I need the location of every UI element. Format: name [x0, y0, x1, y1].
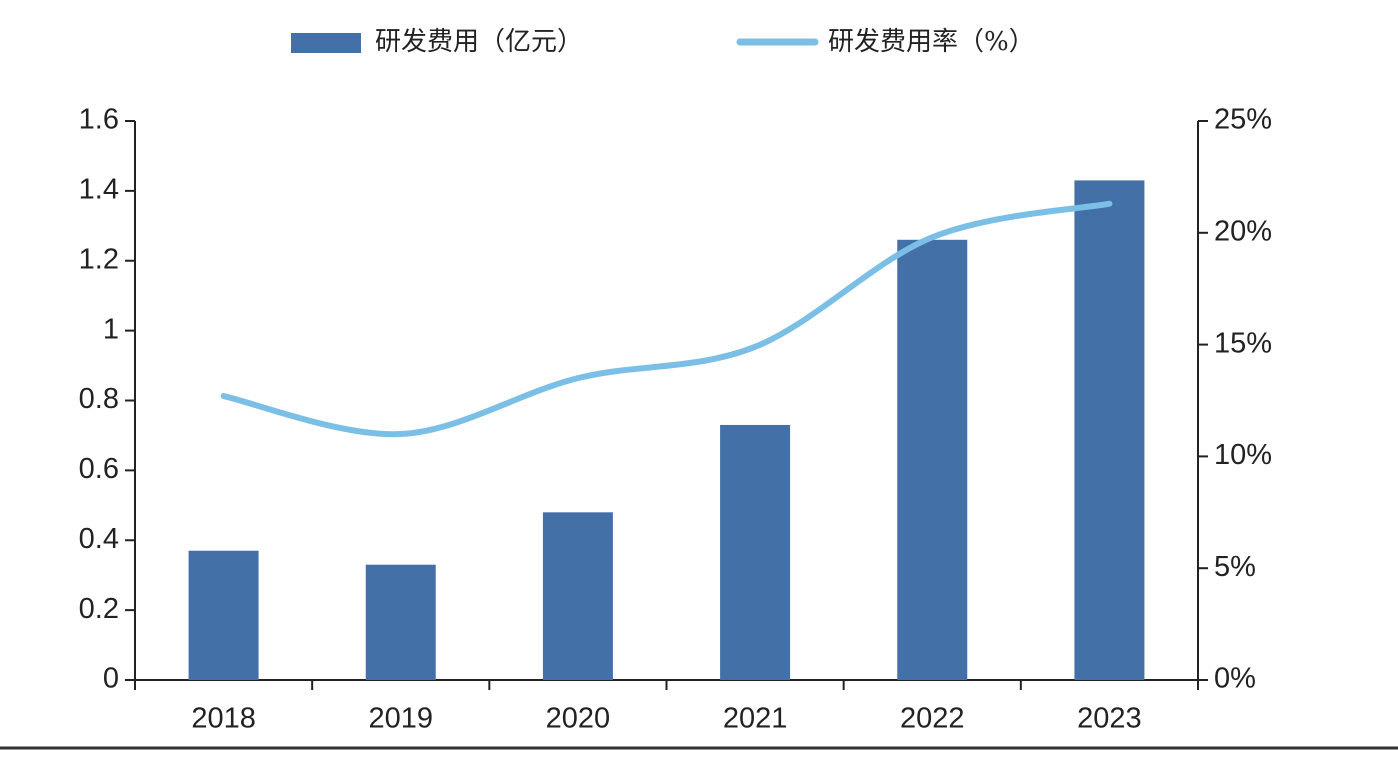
x-tick-label: 2020	[546, 703, 611, 735]
line	[220, 200, 1113, 438]
x-tick-label: 2018	[191, 703, 256, 735]
x-tick-label: 2019	[368, 703, 433, 735]
legend-label: 研发费用（亿元）	[375, 27, 583, 57]
y-tick-label: 1.4	[79, 174, 119, 206]
bar	[720, 424, 791, 680]
x-tick-label: 2023	[1077, 703, 1142, 735]
legend-label: 研发费用率（%）	[828, 27, 1035, 57]
x-tick-label: 2021	[723, 703, 788, 735]
y-tick-label: 1.2	[79, 243, 119, 275]
y2-tick-label: 10%	[1214, 439, 1272, 471]
bar	[188, 550, 259, 680]
y2-tick-label: 5%	[1214, 551, 1256, 583]
y2-tick-label: 0%	[1214, 663, 1256, 695]
bar	[897, 239, 968, 680]
y2-tick-label: 15%	[1214, 327, 1272, 359]
y2-tick-label: 25%	[1214, 104, 1272, 136]
bar	[542, 512, 613, 680]
y-tick-label: 0.2	[79, 593, 119, 625]
x-tick-label: 2022	[900, 703, 965, 735]
y-tick-label: 0.6	[79, 453, 119, 485]
y-tick-label: 1.6	[79, 104, 119, 136]
y-tick-label: 0	[103, 663, 119, 695]
bar	[1074, 180, 1145, 681]
y-tick-label: 0.8	[79, 383, 119, 415]
y-tick-label: 0.4	[79, 523, 119, 555]
legend-swatch	[291, 33, 361, 53]
y2-tick-label: 20%	[1214, 215, 1272, 247]
y-tick-label: 1	[103, 313, 119, 345]
bar	[365, 564, 436, 680]
